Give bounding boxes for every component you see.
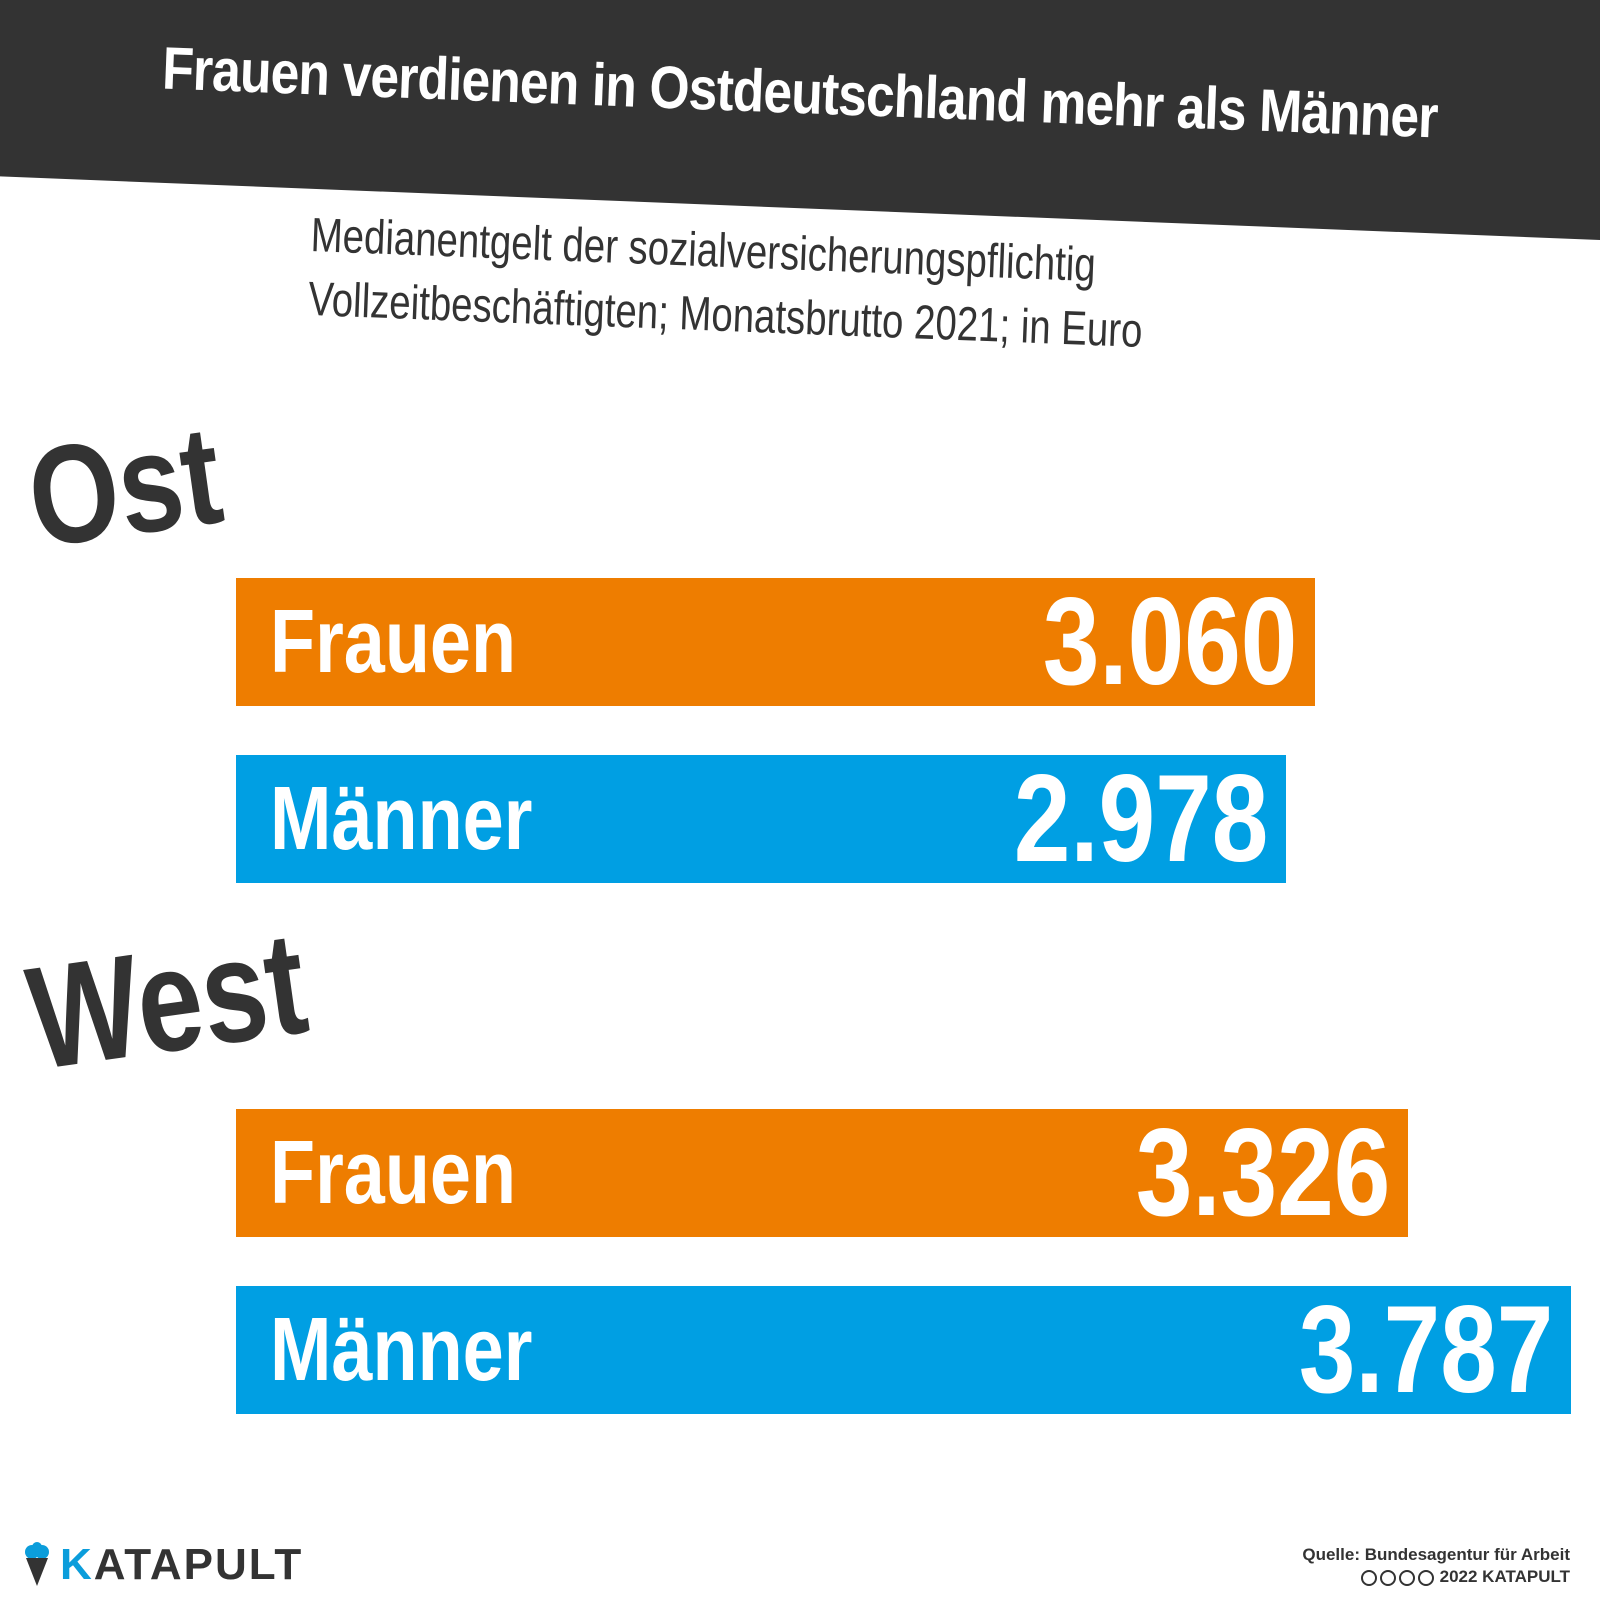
by-icon	[1379, 1569, 1396, 1586]
bar-value-label: 3.060	[1042, 573, 1297, 711]
bar-ost-frauen: Frauen 3.060	[236, 578, 1315, 706]
bar-value-label: 3.787	[1298, 1281, 1553, 1419]
nc-icon	[1398, 1569, 1415, 1586]
region-label-ost: Ost	[19, 395, 231, 578]
license-icons	[1360, 1569, 1434, 1586]
copyright-text: 2022 KATAPULT	[1439, 1567, 1570, 1586]
bar-category-label: Männer	[270, 769, 533, 869]
region-label-west: West	[18, 900, 316, 1101]
source-note: Quelle: Bundesagentur für Arbeit 2022 KA…	[1302, 1544, 1570, 1588]
bar-ost-maenner: Männer 2.978	[236, 755, 1286, 883]
katapult-logo: KATAPULT	[22, 1540, 303, 1590]
bar-category-label: Frauen	[270, 592, 517, 692]
bar-west-frauen: Frauen 3.326	[236, 1109, 1408, 1237]
bar-west-maenner: Männer 3.787	[236, 1286, 1571, 1414]
logo-letter-k: K	[60, 1540, 94, 1589]
ice-cream-icon	[25, 1542, 49, 1586]
bar-value-label: 3.326	[1135, 1104, 1390, 1242]
copyright-line: 2022 KATAPULT	[1302, 1566, 1570, 1588]
source-text: Quelle: Bundesagentur für Arbeit	[1302, 1545, 1570, 1564]
cc-icon	[1360, 1569, 1377, 1586]
bar-category-label: Frauen	[270, 1123, 517, 1223]
bar-category-label: Männer	[270, 1300, 533, 1400]
nd-icon	[1417, 1569, 1434, 1586]
logo-text: KATAPULT	[60, 1540, 303, 1590]
subtitle: Medianentgelt der sozialversicherungspfl…	[307, 204, 1143, 363]
logo-letters-rest: ATAPULT	[93, 1540, 304, 1589]
bar-value-label: 2.978	[1013, 750, 1268, 888]
